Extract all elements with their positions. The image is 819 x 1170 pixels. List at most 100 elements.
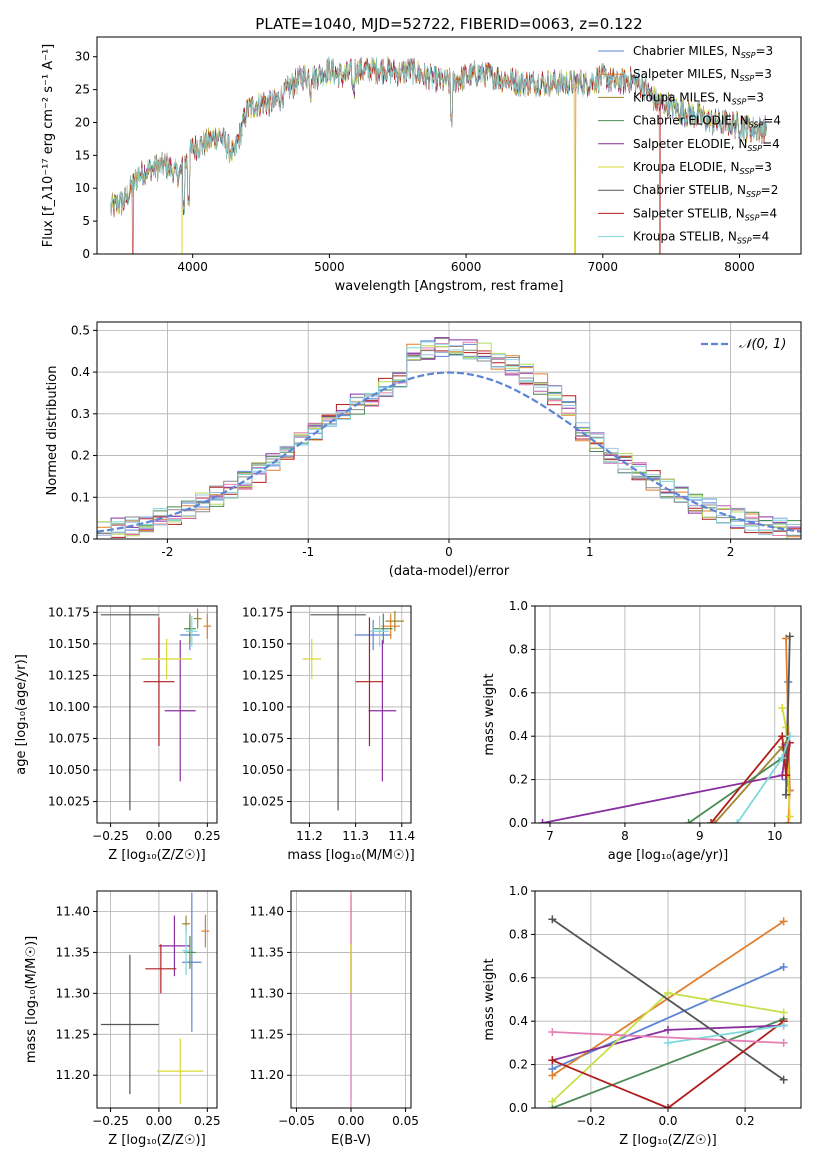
weight-point-marker (779, 1021, 788, 1030)
y-axis-label: Flux [f_λ10⁻¹⁷ erg cm⁻² s⁻¹ A⁻¹] (41, 44, 56, 248)
x-axis-label: Z [log₁₀(Z/Z☉)] (619, 1133, 716, 1148)
legend-entry-label: Chabrier MILES, NSSP=3 (633, 44, 773, 60)
weight-point-marker (548, 1028, 557, 1037)
model-spectrum-line (110, 56, 768, 216)
x-axis-label: (data-model)/error (389, 564, 510, 579)
weight-series-line (551, 966, 785, 1070)
y-axis-label: mass weight (482, 958, 497, 1040)
grid (535, 605, 801, 824)
plot-area (97, 337, 801, 539)
x-tick-label: 5000 (314, 260, 345, 274)
spectrum-panel: 4000 5000 6000 7000 8000 0 5 10 15 20 25 30 waveleng… (41, 36, 802, 294)
y-tick-label: 10.125 (242, 668, 284, 682)
y-tick-label: 5 (82, 214, 90, 228)
x-tick-label: 11.4 (388, 829, 415, 843)
x-axis-label: E(B-V) (331, 1133, 371, 1148)
y-tick-label: 10.025 (242, 795, 284, 809)
legend-entry-label: Chabrier ELODIE, NSSP=4 (633, 114, 781, 130)
weight-series-line (552, 1031, 784, 1044)
weight-point-marker (778, 753, 787, 762)
weight-vs-metallicity-panel: −0.2 0.0 0.2 0.0 0.2 0.4 0.6 0.8 1.0 Z [log₁₀(Z/Z… (482, 884, 802, 1148)
y-tick-label: 11.30 (250, 986, 284, 1000)
x-tick-label: −0.05 (278, 1114, 315, 1128)
y-tick-label: 10.175 (48, 605, 90, 619)
y-tick-label: 10.150 (242, 637, 284, 651)
y-tick-label: 0.6 (509, 686, 528, 700)
y-tick-label: 11.30 (56, 986, 90, 1000)
weight-point-marker (782, 771, 791, 780)
y-tick-label: 0.0 (509, 1101, 528, 1115)
weight-point-marker (779, 917, 788, 926)
legend-entry-label: Salpeter MILES, NSSP=3 (633, 67, 772, 83)
y-tick-label: 20 (75, 115, 90, 129)
y-tick-label: 0.4 (509, 1014, 528, 1028)
legend-entry-label: Salpeter STELIB, NSSP=4 (633, 206, 777, 222)
weight-series-line (710, 733, 791, 823)
plot-area (538, 632, 794, 823)
weight-point-marker (733, 819, 742, 823)
y-tick-label: 1.0 (509, 884, 528, 898)
weight-point-marker (779, 1038, 788, 1047)
y-tick-label: 15 (75, 148, 90, 162)
x-tick-label: 0.00 (338, 1114, 365, 1128)
y-tick-label: 11.40 (56, 904, 90, 918)
x-tick-label: 0.00 (146, 1114, 173, 1128)
normal-curve (97, 371, 801, 533)
spectrum-legend: Chabrier MILES, NSSP=3 Salpeter MILES, NS… (598, 44, 781, 246)
y-tick-label: 10.175 (242, 605, 284, 619)
x-tick-label: 0.00 (146, 829, 173, 843)
plot-area (100, 606, 212, 811)
legend-entry-label: Kroupa ELODIE, NSSP=3 (633, 160, 772, 176)
y-tick-label: 11.35 (56, 945, 90, 959)
y-axis-label: mass weight (482, 673, 497, 755)
y-tick-label: 10.075 (242, 731, 284, 745)
x-tick-label: 0.2 (736, 1114, 755, 1128)
weight-point-marker (778, 703, 787, 712)
grid (291, 606, 411, 823)
weight-point-marker (548, 915, 557, 924)
y-tick-label: 0.0 (509, 816, 528, 830)
y-tick-label: 30 (75, 50, 90, 64)
y-tick-label: 10.050 (242, 763, 284, 777)
axes: 4000 5000 6000 7000 8000 0 5 10 15 20 25 30 waveleng… (41, 36, 802, 294)
plot-area (100, 892, 210, 1104)
y-tick-label: 0.3 (71, 407, 90, 421)
y-tick-label: 0.6 (509, 971, 528, 985)
weight-point-marker (782, 723, 791, 732)
x-tick-label: 6000 (451, 260, 482, 274)
axes: 7 8 9 10 0.0 0.2 0.4 0.6 0.8 1.0 age [log₁₀(age/yr… (482, 599, 802, 863)
y-tick-label: 10.125 (48, 668, 90, 682)
y-tick-label: 0.2 (509, 773, 528, 787)
x-axis-label: age [log₁₀(age/yr)] (608, 848, 729, 863)
y-tick-label: 0.8 (509, 642, 528, 656)
x-tick-label: −0.2 (576, 1114, 605, 1128)
x-tick-label: 11.3 (342, 829, 369, 843)
x-tick-label: 0 (445, 545, 453, 559)
weight-point-marker (664, 1025, 672, 1034)
residual-histogram-panel: -2 -1 0 1 2 0.0 0.1 0.2 0.3 0.4 0.5 (data-model)/er… (45, 321, 802, 579)
weight-point-marker (779, 1075, 788, 1084)
grid (97, 891, 217, 1108)
y-tick-label: 0.4 (509, 729, 528, 743)
y-tick-label: 11.25 (250, 1027, 284, 1041)
x-tick-label: 10 (767, 829, 782, 843)
y-tick-label: 1.0 (509, 599, 528, 613)
weight-series-line (667, 1024, 784, 1044)
weight-point-marker (785, 732, 794, 741)
x-axis-label: mass [log₁₀(M/M☉)] (287, 848, 414, 863)
axes: −0.05 0.00 0.05 11.20 11.25 11.30 11.35 11.40 E(… (250, 890, 419, 1148)
y-tick-label: 0.2 (71, 449, 90, 463)
weight-point-marker (782, 790, 791, 799)
weight-point-marker (785, 632, 794, 641)
y-tick-label: 10.075 (48, 731, 90, 745)
axes-frame (96, 890, 218, 1109)
y-tick-label: 11.25 (56, 1027, 90, 1041)
x-tick-label: 8 (621, 829, 629, 843)
x-tick-label: −0.25 (92, 829, 129, 843)
y-tick-label: 0.0 (71, 532, 90, 546)
weight-point-marker (664, 988, 672, 997)
axes-frame (96, 36, 802, 255)
legend-entry-label: Kroupa STELIB, NSSP=4 (633, 230, 769, 246)
histogram-step-line (97, 340, 801, 539)
axes-frame (96, 605, 218, 824)
